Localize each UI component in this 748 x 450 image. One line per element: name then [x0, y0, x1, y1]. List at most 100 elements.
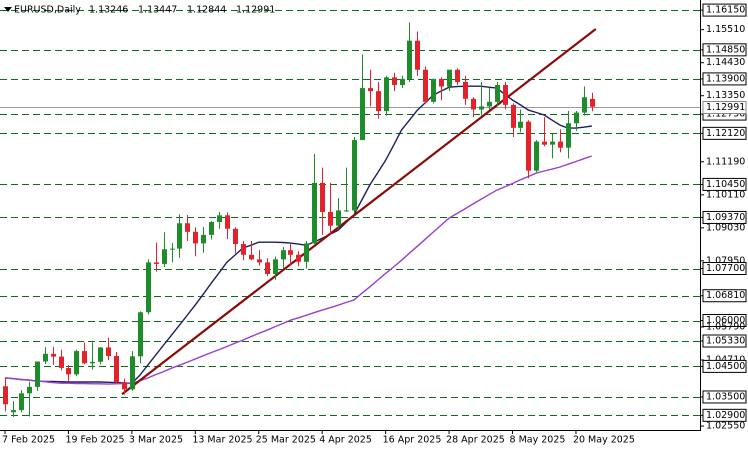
x-tick-label: 25 Mar 2025 — [256, 435, 316, 446]
candle-body — [518, 121, 523, 128]
level-label-box — [702, 359, 747, 373]
candle — [225, 212, 230, 240]
candle-body — [590, 98, 595, 107]
candle — [495, 81, 500, 107]
level-label-box — [702, 289, 747, 303]
candle-body — [344, 210, 349, 212]
candle-body — [320, 182, 325, 212]
candle — [130, 351, 135, 391]
candle — [558, 129, 563, 153]
x-tick-label: 19 Feb 2025 — [65, 435, 124, 446]
header: EURUSD,Daily 1.13246 1.13447 1.12844 1.1… — [4, 5, 275, 16]
candle — [59, 349, 64, 371]
candle — [51, 346, 56, 365]
level-label-box — [702, 314, 747, 328]
candle — [193, 227, 198, 257]
moving-average — [4, 155, 593, 385]
x-tick-label: 13 Mar 2025 — [192, 435, 252, 446]
candle — [90, 342, 95, 370]
candle-body — [400, 78, 405, 86]
candle — [360, 54, 365, 141]
candle-body — [415, 40, 420, 70]
candle — [138, 311, 143, 364]
candle-body — [336, 210, 341, 226]
candle-body — [59, 356, 64, 368]
candle-body — [98, 347, 103, 362]
candle-body — [177, 223, 182, 249]
candle — [233, 227, 238, 254]
candle — [273, 256, 278, 280]
candle-body — [281, 250, 286, 260]
candle-body — [241, 244, 246, 255]
candle — [590, 92, 595, 112]
candle — [368, 69, 373, 107]
candle — [447, 69, 452, 92]
candle — [114, 352, 119, 383]
candle-body — [392, 77, 397, 86]
candle-body — [479, 106, 484, 110]
y-tick-label: 1.12120 — [706, 128, 745, 139]
candle — [43, 347, 48, 364]
candle — [320, 167, 325, 235]
y-tick-label: 1.11190 — [706, 156, 745, 167]
candle-body — [439, 78, 444, 87]
candle — [534, 140, 539, 173]
candle-body — [360, 88, 365, 141]
candle-body — [558, 141, 563, 148]
candle-body — [138, 312, 143, 357]
candle — [170, 243, 175, 263]
candle — [35, 361, 40, 391]
candle-body — [574, 112, 579, 124]
y-tick-label: 1.10110 — [706, 189, 745, 200]
candle-body — [146, 262, 151, 313]
candle-body — [43, 353, 48, 362]
candle — [98, 347, 103, 365]
candle — [384, 75, 389, 116]
open: 1.13246 — [89, 5, 128, 16]
candle — [463, 75, 468, 105]
candle-body — [463, 81, 468, 99]
candle-body — [233, 228, 238, 245]
candle — [431, 78, 436, 104]
x-tick-label: 20 May 2025 — [573, 435, 635, 446]
x-tick-label: 4 Apr 2025 — [319, 435, 372, 446]
y-tick-label: 1.05790 — [706, 321, 745, 332]
y-tick-label: 1.02550 — [706, 421, 745, 432]
candle-body — [154, 262, 159, 264]
level-label-box — [702, 390, 747, 404]
x-tick-label: 28 Apr 2025 — [446, 435, 505, 446]
y-tick-label: 1.13900 — [706, 73, 745, 84]
candle-body — [328, 211, 333, 226]
candle-body — [162, 249, 167, 264]
candle — [487, 88, 492, 110]
candle — [296, 251, 301, 267]
level-label-box — [702, 408, 747, 422]
candle — [154, 242, 159, 272]
candle — [479, 81, 484, 116]
candle-body — [566, 123, 571, 148]
candle-body — [511, 104, 516, 128]
candle — [74, 349, 79, 377]
candle-body — [265, 262, 270, 275]
candle-body — [384, 77, 389, 112]
x-tick-label: 7 Feb 2025 — [2, 435, 55, 446]
candle-body — [495, 85, 500, 102]
candle — [217, 211, 222, 229]
candle-body — [304, 243, 309, 262]
candle — [241, 240, 246, 261]
collapse-icon[interactable] — [4, 7, 12, 12]
candle-body — [90, 361, 95, 364]
candle-body — [201, 234, 206, 244]
candle-body — [550, 141, 555, 145]
candle — [249, 240, 254, 261]
candle — [82, 342, 87, 365]
candle — [209, 221, 214, 240]
candle — [471, 97, 476, 118]
candle — [11, 401, 16, 417]
last-price-label: 1.12991 — [706, 102, 745, 113]
candle — [304, 240, 309, 269]
x-tick-label: 16 Apr 2025 — [383, 435, 442, 446]
level-label-box — [702, 43, 747, 57]
candle — [550, 133, 555, 159]
candle — [281, 247, 286, 269]
